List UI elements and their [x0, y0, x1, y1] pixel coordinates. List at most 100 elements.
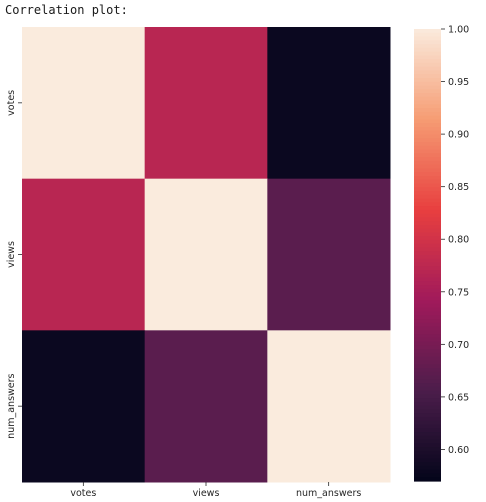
- heatmap-cell-num_answers-votes: [22, 330, 146, 483]
- colorbar-segment: [414, 134, 441, 139]
- colorbar-tick-label: 0.85: [448, 182, 469, 193]
- colorbar-segment: [414, 179, 441, 185]
- x-tick-label: num_answers: [296, 488, 361, 499]
- x-axis: votes views num_answers: [70, 482, 361, 499]
- y-axis: votes views num_answers: [6, 90, 22, 439]
- colorbar-segment: [414, 416, 441, 422]
- colorbar-segment: [414, 85, 441, 90]
- colorbar-segment: [414, 296, 441, 301]
- colorbar-segment: [414, 93, 441, 98]
- colorbar-tick-label: 1.00: [448, 25, 469, 36]
- colorbar-segment: [414, 277, 441, 282]
- colorbar-segment: [414, 356, 441, 362]
- colorbar-segment: [414, 360, 441, 365]
- colorbar-segment: [414, 247, 441, 252]
- heatmap-cell-views-num_answers: [267, 178, 391, 331]
- colorbar-segment: [414, 458, 441, 463]
- colorbar-segment: [414, 119, 441, 124]
- colorbar-tick-label: 0.60: [448, 445, 469, 456]
- colorbar-segment: [414, 394, 441, 399]
- colorbar-segment: [414, 115, 441, 120]
- colorbar-segment: [414, 206, 441, 211]
- colorbar-segment: [414, 202, 441, 207]
- colorbar-segment: [414, 409, 441, 414]
- colorbar-segment: [414, 243, 441, 249]
- colorbar-segment: [414, 405, 441, 411]
- colorbar-segment: [414, 307, 441, 313]
- colorbar-segment: [414, 311, 441, 316]
- colorbar-segment: [414, 62, 441, 68]
- colorbar-segment: [414, 420, 441, 426]
- colorbar-segment: [414, 209, 441, 215]
- colorbar-segment: [414, 424, 441, 429]
- colorbar-segment: [414, 288, 441, 294]
- colorbar-segment: [414, 326, 441, 331]
- colorbar-segment: [414, 145, 441, 151]
- colorbar-segment: [414, 383, 441, 388]
- colorbar-segment: [414, 138, 441, 143]
- colorbar-segment: [414, 386, 441, 392]
- colorbar-segment: [414, 345, 441, 350]
- colorbar-tick-label: 0.65: [448, 392, 469, 403]
- colorbar-segment: [414, 89, 441, 94]
- colorbar-segment: [414, 330, 441, 335]
- x-tick-label: views: [193, 488, 220, 499]
- heatmap-cell-views-views: [144, 178, 268, 331]
- colorbar-segment: [414, 160, 441, 166]
- colorbar-tick-label: 0.70: [448, 340, 469, 351]
- heatmap-cell-num_answers-num_answers: [267, 330, 391, 483]
- heatmap-cell-votes-votes: [22, 27, 146, 180]
- colorbar-segment: [414, 142, 441, 147]
- colorbar-segment: [414, 379, 441, 384]
- colorbar-segment: [414, 435, 441, 441]
- colorbar-segment: [414, 213, 441, 218]
- colorbar-segment: [414, 465, 441, 471]
- colorbar: 0.60 0.65 0.70 0.75 0.80 0.85 0.90 0.95 1.00: [414, 25, 469, 482]
- colorbar-segment: [414, 194, 441, 200]
- colorbar-segment: [414, 319, 441, 324]
- colorbar-segment: [414, 281, 441, 286]
- colorbar-segment: [414, 300, 441, 305]
- colorbar-segment: [414, 32, 441, 38]
- colorbar-segment: [414, 341, 441, 346]
- colorbar-segment: [414, 77, 441, 83]
- colorbar-tick-label: 0.80: [448, 235, 469, 246]
- colorbar-segment: [414, 322, 441, 328]
- colorbar-segment: [414, 164, 441, 169]
- colorbar-segment: [414, 183, 441, 188]
- colorbar-segment: [414, 217, 441, 222]
- colorbar-segment: [414, 187, 441, 192]
- heatmap-cells: [22, 27, 391, 483]
- colorbar-tick-label: 0.75: [448, 287, 469, 298]
- colorbar-segment: [414, 123, 441, 128]
- colorbar-segment: [414, 401, 441, 407]
- colorbar-segment: [414, 111, 441, 117]
- heatmap-cell-votes-views: [144, 27, 268, 180]
- colorbar-segment: [414, 450, 441, 456]
- colorbar-segment: [414, 285, 441, 290]
- colorbar-segment: [414, 390, 441, 395]
- colorbar-segment: [414, 337, 441, 343]
- x-tick-label: votes: [70, 488, 96, 499]
- colorbar-segment: [414, 126, 441, 132]
- colorbar-segment: [414, 66, 441, 72]
- colorbar-segment: [414, 266, 441, 271]
- colorbar-segment: [414, 432, 441, 437]
- colorbar-segment: [414, 258, 441, 264]
- colorbar-segment: [414, 130, 441, 136]
- colorbar-segment: [414, 74, 441, 79]
- colorbar-segment: [414, 175, 441, 181]
- colorbar-segment: [414, 270, 441, 275]
- colorbar-tick-label: 0.90: [448, 130, 469, 141]
- colorbar-segment: [414, 190, 441, 196]
- heatmap-cell-num_answers-views: [144, 330, 268, 483]
- colorbar-segment: [414, 303, 441, 309]
- colorbar-tick-label: 0.95: [448, 77, 469, 88]
- colorbar-segment: [414, 153, 441, 158]
- caption-text: Correlation plot:: [5, 3, 128, 17]
- colorbar-segment: [414, 262, 441, 267]
- colorbar-segment: [414, 29, 441, 34]
- heatmap-cell-views-votes: [22, 178, 146, 331]
- colorbar-segment: [414, 198, 441, 203]
